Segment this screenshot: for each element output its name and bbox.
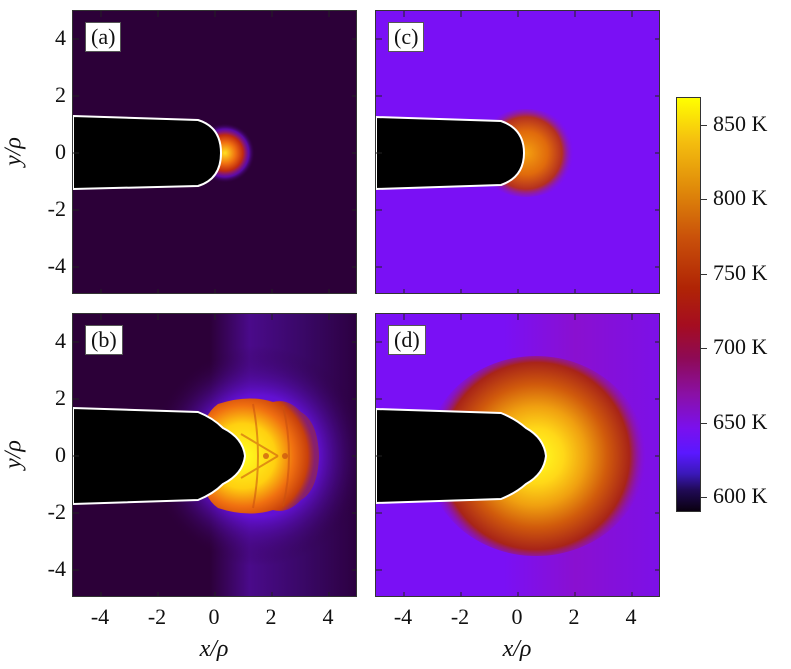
- panel-label-a: (a): [85, 22, 122, 52]
- xtick-right-m4: -4: [393, 604, 413, 629]
- ylabel-bottom: y/ρ: [0, 440, 27, 469]
- xtick-left-0: 0: [208, 604, 220, 629]
- ytick-bot-0: 0: [55, 442, 66, 467]
- xtick-left-m4: -4: [90, 604, 110, 629]
- colorbar-label-600: 600 K: [713, 483, 768, 508]
- xtick-left-2: 2: [265, 604, 277, 629]
- ytick-bot-m4: -4: [47, 556, 66, 581]
- colorbar-tick-600: [701, 497, 707, 498]
- heatmap-d: [376, 314, 659, 596]
- ytick-bot-2: 2: [55, 385, 66, 410]
- colorbar-label-750: 750 K: [713, 260, 768, 285]
- panel-c: (c): [375, 10, 660, 294]
- panel-d: (d): [375, 313, 660, 597]
- xtick-right-2: 2: [568, 604, 580, 629]
- colorbar-tick-750: [701, 274, 707, 275]
- xlabel-right: x/ρ: [502, 636, 532, 662]
- colorbar-tick-800: [701, 199, 707, 200]
- colorbar-label-850: 850 K: [713, 111, 768, 136]
- xtick-left-m2: -2: [147, 604, 167, 629]
- ytick-top-m2: -2: [47, 196, 66, 221]
- ytick-top-m4: -4: [47, 253, 66, 278]
- panel-a: (a): [72, 10, 357, 294]
- ytick-bot-4: 4: [55, 328, 66, 353]
- xtick-left-4: 4: [322, 604, 334, 629]
- colorbar: [676, 97, 701, 512]
- xtick-right-0: 0: [511, 604, 523, 629]
- colorbar-tick-650: [701, 423, 707, 424]
- ytick-top-0: 0: [55, 139, 66, 164]
- xtick-right-m2: -2: [450, 604, 470, 629]
- panel-label-b: (b): [85, 325, 123, 355]
- ytick-bot-m2: -2: [47, 499, 66, 524]
- colorbar-tick-850: [701, 125, 707, 126]
- xlabel-left: x/ρ: [199, 636, 229, 662]
- ylabel-top: y/ρ: [0, 137, 27, 166]
- heatmap-c: [376, 11, 659, 293]
- panel-label-d: (d): [388, 325, 426, 355]
- ytick-top-2: 2: [55, 82, 66, 107]
- ytick-top-4: 4: [55, 25, 66, 50]
- heatmap-b: [73, 314, 356, 596]
- colorbar-label-650: 650 K: [713, 409, 768, 434]
- panel-b: (b): [72, 313, 357, 597]
- colorbar-label-800: 800 K: [713, 185, 768, 210]
- heatmap-a: [73, 11, 356, 293]
- panel-label-c: (c): [388, 22, 425, 52]
- xtick-right-4: 4: [625, 604, 637, 629]
- colorbar-tick-700: [701, 348, 707, 349]
- colorbar-label-700: 700 K: [713, 334, 768, 359]
